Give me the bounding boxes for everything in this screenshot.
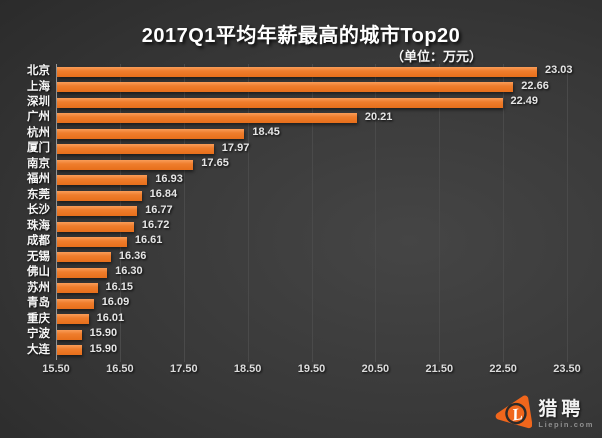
category-label: 北京 bbox=[27, 65, 50, 77]
brand-domain: Liepin.com bbox=[538, 419, 594, 429]
bar-2 bbox=[57, 82, 514, 93]
liepin-logo-icon: L bbox=[496, 395, 533, 429]
bar-10 bbox=[57, 206, 138, 216]
value-label: 18.45 bbox=[252, 126, 280, 139]
gridline bbox=[375, 64, 377, 362]
value-label: 15.90 bbox=[89, 327, 118, 340]
bar-11 bbox=[57, 221, 134, 232]
category-label: 福州 bbox=[27, 173, 50, 186]
x-tick-label: 16.50 bbox=[106, 363, 134, 375]
bar-4 bbox=[57, 113, 357, 124]
bar-13 bbox=[57, 252, 111, 263]
gridline bbox=[503, 64, 505, 362]
category-label: 厦门 bbox=[27, 142, 50, 155]
category-label: 大连 bbox=[27, 343, 50, 356]
bar-1 bbox=[57, 66, 537, 77]
x-tick-label: 21.50 bbox=[425, 363, 454, 375]
liepin-logo: L 猎聘 Liepin.com bbox=[494, 395, 594, 433]
value-label: 20.21 bbox=[364, 110, 393, 123]
gridline bbox=[247, 64, 249, 362]
category-label: 成都 bbox=[27, 235, 50, 248]
category-label: 深圳 bbox=[27, 95, 50, 108]
x-tick-label: 22.50 bbox=[489, 363, 517, 375]
x-tick-label: 15.50 bbox=[42, 363, 70, 375]
value-label: 16.84 bbox=[149, 188, 178, 200]
bar-14 bbox=[57, 267, 108, 278]
category-label: 苏州 bbox=[27, 281, 50, 294]
category-label: 重庆 bbox=[27, 312, 50, 325]
category-label: 南京 bbox=[27, 157, 50, 170]
category-label: 宁波 bbox=[27, 328, 50, 341]
x-axis-tick-labels: 15.50 16.50 17.50 18.50 19.50 20.50 21.50 22.50… bbox=[42, 363, 581, 379]
value-label: 16.77 bbox=[145, 203, 173, 216]
value-label: 22.66 bbox=[521, 79, 549, 92]
value-label: 23.03 bbox=[545, 64, 573, 77]
bar-8 bbox=[57, 175, 148, 186]
gridline bbox=[183, 64, 185, 362]
x-tick-label: 23.50 bbox=[553, 363, 581, 375]
bar-15 bbox=[57, 283, 98, 294]
value-label: 16.09 bbox=[101, 296, 130, 309]
value-label: 16.93 bbox=[155, 172, 183, 185]
category-label: 佛山 bbox=[27, 266, 50, 279]
value-label: 16.72 bbox=[141, 219, 170, 231]
bar-7 bbox=[57, 159, 194, 170]
y-axis-category-labels: 北京上海深圳广州杭州厦门南京福州东莞长沙珠海成都无锡佛山苏州青岛重庆宁波大连 bbox=[0, 64, 50, 358]
category-label: 东莞 bbox=[27, 188, 50, 201]
brand-name: 猎聘 bbox=[538, 398, 585, 420]
value-label: 16.30 bbox=[115, 265, 143, 278]
bar-19 bbox=[57, 345, 82, 356]
value-label: 16.36 bbox=[118, 249, 147, 262]
category-label: 广州 bbox=[27, 111, 50, 124]
logo-text: 猎聘 Liepin.com bbox=[538, 398, 594, 429]
chart-unit-subtitle: （单位：万元） bbox=[390, 49, 482, 64]
bar-9 bbox=[57, 190, 142, 201]
gridline bbox=[439, 64, 441, 362]
x-tick-label: 19.50 bbox=[297, 363, 326, 375]
bar-6 bbox=[57, 144, 214, 155]
bar-17 bbox=[57, 314, 89, 325]
bar-3 bbox=[57, 97, 503, 108]
value-label: 16.01 bbox=[96, 311, 125, 324]
logo-letter: L bbox=[510, 404, 524, 425]
category-label: 长沙 bbox=[27, 204, 50, 217]
value-label: 17.65 bbox=[201, 157, 229, 170]
value-label: 15.90 bbox=[89, 342, 118, 355]
bar-16 bbox=[57, 298, 94, 309]
y-axis-line bbox=[56, 64, 57, 360]
x-tick-label: 18.50 bbox=[233, 363, 262, 375]
category-label: 上海 bbox=[27, 80, 50, 93]
bar-5 bbox=[57, 128, 245, 139]
value-label: 17.97 bbox=[221, 141, 250, 154]
bar-12 bbox=[57, 236, 127, 247]
category-label: 珠海 bbox=[27, 219, 50, 232]
value-label: 16.61 bbox=[134, 234, 163, 247]
x-tick-label: 17.50 bbox=[170, 363, 198, 375]
gridline bbox=[567, 64, 568, 362]
x-tick-label: 20.50 bbox=[361, 363, 390, 375]
plot-area: 23.03 22.66 22.49 20.21 18.45 17.97 17.65 16.93… bbox=[56, 64, 573, 362]
category-label: 无锡 bbox=[27, 250, 50, 263]
bar-18 bbox=[57, 329, 82, 340]
category-label: 杭州 bbox=[27, 126, 50, 139]
value-label: 16.15 bbox=[105, 280, 134, 293]
category-label: 青岛 bbox=[27, 297, 50, 310]
gridline bbox=[311, 64, 313, 362]
value-label: 22.49 bbox=[510, 95, 539, 108]
chart-title: 2017Q1平均年薪最高的城市Top20 bbox=[141, 25, 461, 47]
